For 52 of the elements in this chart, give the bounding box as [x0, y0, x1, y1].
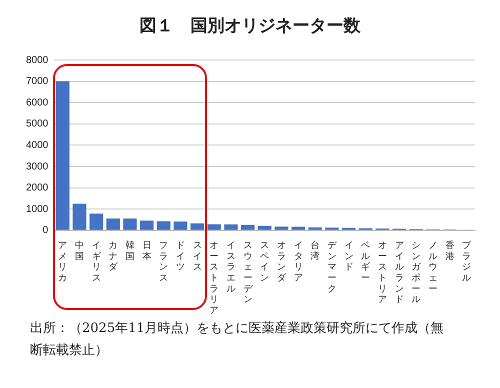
bar	[156, 221, 170, 230]
x-tick-label: 台湾	[310, 240, 320, 262]
bar	[72, 204, 86, 230]
x-tick-label: シンガポール	[412, 241, 422, 306]
x-tick-label: 日本	[142, 241, 152, 262]
y-tick-label: 0	[42, 225, 49, 236]
x-tick-label: オーストリア	[378, 241, 387, 306]
bar	[241, 224, 255, 230]
bar	[224, 224, 238, 230]
x-tick-label: インド	[344, 241, 354, 273]
x-tick-label: アイルランド	[394, 241, 404, 306]
bar	[174, 221, 188, 230]
x-tick-label: イスラエル	[226, 241, 236, 294]
x-tick-label: スウェーデン	[243, 241, 254, 306]
y-tick-label: 8000	[26, 54, 49, 66]
y-tick-label: 4000	[26, 140, 49, 151]
x-tick-label: イタリア	[294, 241, 303, 284]
x-tick-label: ベルギー	[361, 241, 370, 284]
bar	[56, 81, 70, 230]
y-tick-label: 7000	[26, 76, 49, 88]
x-tick-label: デンマーク	[327, 241, 338, 294]
chart-title: 図１ 国別オリジネーター数	[138, 15, 362, 37]
x-tick-label: スイス	[192, 241, 202, 273]
y-tick-label: 1000	[26, 204, 49, 215]
x-tick-label: スペイン	[260, 241, 270, 284]
text: 出所：（2025年11月時点）をもとに医薬産業政策研究所にて作成（無断転載禁止）	[30, 320, 445, 360]
y-tick-label: 2000	[26, 182, 49, 194]
x-tick-label: フランス	[159, 241, 168, 284]
bar	[123, 218, 137, 230]
x-tick-label: 香港	[445, 240, 454, 262]
x-tick-label: ノルウェー	[428, 241, 438, 294]
bar	[106, 218, 120, 230]
bar	[308, 227, 322, 230]
bar	[140, 220, 154, 230]
bar	[207, 224, 221, 230]
bar	[190, 223, 204, 230]
bar	[274, 226, 288, 230]
x-tick-label: イギリス	[92, 241, 101, 284]
y-tick-label: 5000	[26, 118, 49, 130]
x-tick-label: ブラジル	[462, 240, 472, 284]
x-tick-label: 中国	[74, 240, 84, 262]
x-tick-label: オーストラリア	[210, 241, 219, 316]
x-tick-label: ドイツ	[176, 241, 185, 273]
x-tick-label: アメリカ	[58, 241, 68, 284]
x-tick-label: 韓国	[125, 240, 134, 262]
x-tick-label: カナダ	[108, 241, 119, 273]
y-tick-label: 6000	[26, 97, 49, 108]
bar	[90, 214, 104, 230]
x-tick-label: オランダ	[276, 241, 287, 284]
bar	[258, 226, 272, 230]
bar	[291, 226, 306, 230]
y-tick-label: 3000	[26, 161, 49, 172]
